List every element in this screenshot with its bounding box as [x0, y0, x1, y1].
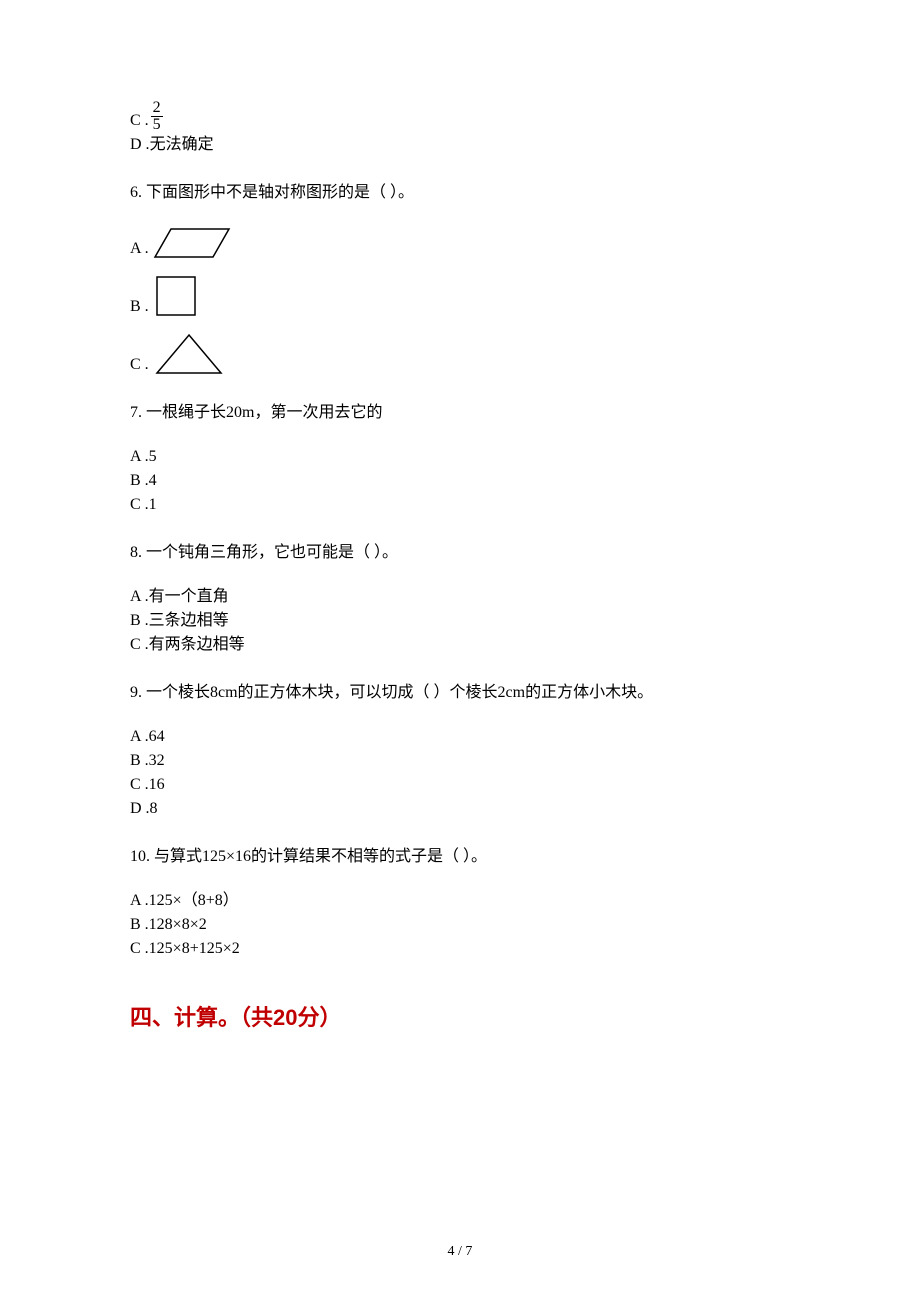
q8-options: A .有一个直角 B .三条边相等 C .有两条边相等 [130, 585, 790, 657]
triangle-icon [153, 331, 225, 377]
question-9-text: 9. 一个棱长8cm的正方体木块，可以切成（ ）个棱长2cm的正方体小木块。 [130, 681, 790, 705]
q8-option-c: C .有两条边相等 [130, 633, 790, 657]
q9-options: A .64 B .32 C .16 D .8 [130, 725, 790, 821]
fraction-denominator: 5 [151, 117, 163, 133]
q6-option-a-label: A . [130, 237, 149, 261]
parallelogram-icon [153, 225, 233, 261]
q10-options: A .125×（8+8） B .128×8×2 C .125×8+125×2 [130, 889, 790, 961]
q10-option-c: C .125×8+125×2 [130, 937, 790, 961]
q7-option-b: B .4 [130, 469, 790, 493]
question-10: 10. 与算式125×16的计算结果不相等的式子是（ ）。 A .125×（8+… [130, 845, 790, 961]
q6-option-c-label: C . [130, 353, 149, 377]
fraction-numerator: 2 [151, 100, 163, 117]
option-c-fraction: C . 2 5 [130, 100, 790, 133]
fraction-2-5: 2 5 [151, 100, 163, 133]
q7-option-c: C .1 [130, 493, 790, 517]
q8-option-a: A .有一个直角 [130, 585, 790, 609]
question-8: 8. 一个钝角三角形，它也可能是（ ）。 A .有一个直角 B .三条边相等 C… [130, 541, 790, 657]
q9-option-b: B .32 [130, 749, 790, 773]
option-c-label: C . [130, 109, 149, 133]
question-10-text: 10. 与算式125×16的计算结果不相等的式子是（ ）。 [130, 845, 790, 869]
question-7-text: 7. 一根绳子长20m，第一次用去它的 [130, 401, 790, 425]
q6-option-a: A . [130, 225, 790, 261]
question-6-text: 6. 下面图形中不是轴对称图形的是（ ）。 [130, 181, 790, 205]
q9-option-c: C .16 [130, 773, 790, 797]
option-d: D . 无法确定 [130, 133, 790, 157]
question-9: 9. 一个棱长8cm的正方体木块，可以切成（ ）个棱长2cm的正方体小木块。 A… [130, 681, 790, 821]
page-footer: 4 / 7 [0, 1241, 920, 1262]
section-4-title: 四、计算。（共20分） [130, 1001, 790, 1034]
square-icon [153, 273, 203, 319]
q7-options: A .5 B .4 C .1 [130, 445, 790, 517]
question-6: 6. 下面图形中不是轴对称图形的是（ ）。 A . B . C . [130, 181, 790, 377]
q6-option-c: C . [130, 331, 790, 377]
q6-option-b: B . [130, 273, 790, 319]
page-number: 4 / 7 [448, 1244, 473, 1259]
q7-option-a: A .5 [130, 445, 790, 469]
option-d-text: 无法确定 [150, 133, 214, 157]
option-d-label: D . [130, 133, 150, 157]
q10-option-a: A .125×（8+8） [130, 889, 790, 913]
q9-option-a: A .64 [130, 725, 790, 749]
q9-option-d: D .8 [130, 797, 790, 821]
q8-option-b: B .三条边相等 [130, 609, 790, 633]
question-7: 7. 一根绳子长20m，第一次用去它的 A .5 B .4 C .1 [130, 401, 790, 517]
question-8-text: 8. 一个钝角三角形，它也可能是（ ）。 [130, 541, 790, 565]
q6-option-b-label: B . [130, 295, 149, 319]
q10-option-b: B .128×8×2 [130, 913, 790, 937]
